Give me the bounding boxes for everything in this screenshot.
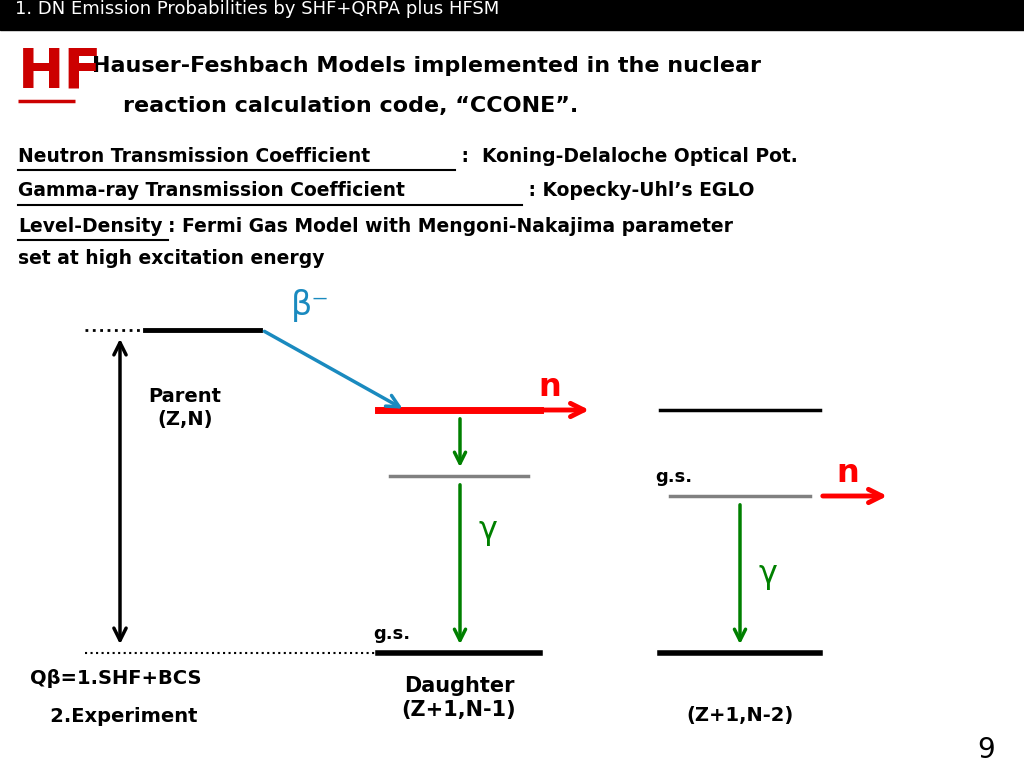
Text: Gamma-ray Transmission Coefficient: Gamma-ray Transmission Coefficient bbox=[18, 181, 404, 200]
Text: : Kopecky-Uhl’s EGLO: : Kopecky-Uhl’s EGLO bbox=[522, 181, 755, 200]
Text: Hauser-Feshbach Models implemented in the nuclear: Hauser-Feshbach Models implemented in th… bbox=[92, 56, 761, 76]
Text: n: n bbox=[837, 458, 859, 489]
Text: β⁻: β⁻ bbox=[291, 290, 330, 323]
Text: Daughter
(Z+1,N-1): Daughter (Z+1,N-1) bbox=[401, 677, 516, 720]
Text: :  Koning-Delaloche Optical Pot.: : Koning-Delaloche Optical Pot. bbox=[455, 147, 798, 165]
Text: Neutron Transmission Coefficient: Neutron Transmission Coefficient bbox=[18, 147, 370, 165]
Text: g.s.: g.s. bbox=[655, 468, 692, 486]
Text: Level-Density: Level-Density bbox=[18, 217, 163, 236]
Text: set at high excitation energy: set at high excitation energy bbox=[18, 249, 325, 267]
Text: (Z+1,N-2): (Z+1,N-2) bbox=[686, 707, 794, 726]
Text: Qβ=1.SHF+BCS: Qβ=1.SHF+BCS bbox=[30, 668, 202, 687]
Text: γ: γ bbox=[478, 515, 498, 545]
Text: 1. DN Emission Probabilities by SHF+QRPA plus HFSM: 1. DN Emission Probabilities by SHF+QRPA… bbox=[15, 1, 500, 18]
Text: g.s.: g.s. bbox=[373, 625, 411, 643]
Text: n: n bbox=[539, 372, 561, 403]
Text: 2.Experiment: 2.Experiment bbox=[30, 707, 198, 726]
Text: : Fermi Gas Model with Mengoni-Nakajima parameter: : Fermi Gas Model with Mengoni-Nakajima … bbox=[168, 217, 733, 236]
Bar bbox=[0, 0, 1024, 30]
Text: 9: 9 bbox=[977, 736, 995, 764]
Text: HF: HF bbox=[18, 46, 102, 100]
Text: γ: γ bbox=[759, 559, 777, 590]
Text: reaction calculation code, “CCONE”.: reaction calculation code, “CCONE”. bbox=[92, 96, 579, 116]
Text: Parent
(Z,N): Parent (Z,N) bbox=[148, 388, 221, 429]
